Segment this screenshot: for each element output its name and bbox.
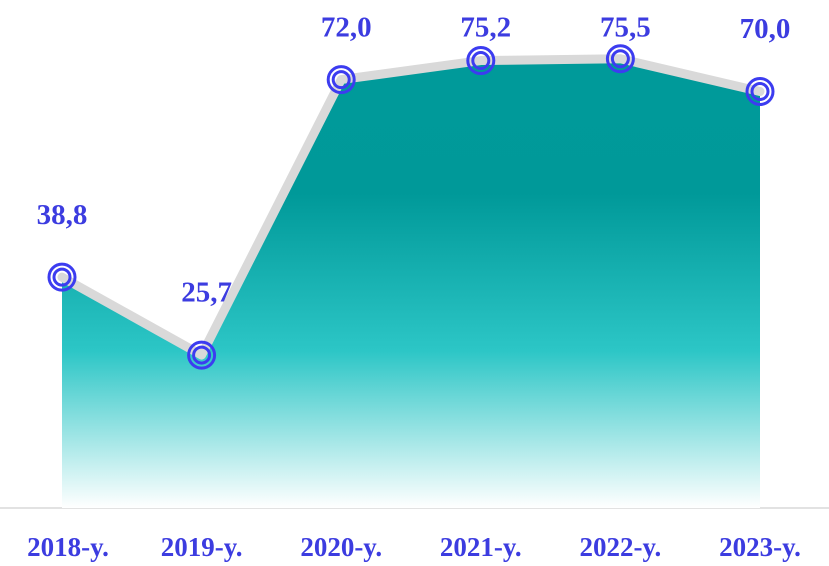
x-tick-label: 2021-y.: [440, 532, 522, 562]
marker-ring: [326, 65, 356, 95]
marker: [187, 340, 217, 370]
data-label: 72,0: [321, 12, 372, 44]
x-tick-label: 2022-y.: [580, 532, 662, 562]
x-tick-label: 2018-y.: [27, 532, 109, 562]
marker-ring: [466, 46, 496, 76]
marker-ring: [52, 267, 72, 287]
data-label: 75,2: [460, 12, 511, 44]
marker-ring: [610, 49, 630, 69]
data-label: 25,7: [181, 277, 232, 309]
line: [57, 54, 765, 360]
marker: [605, 44, 635, 74]
marker-ring: [331, 70, 351, 90]
marker: [466, 46, 496, 76]
x-tick-label: 2019-y.: [161, 532, 243, 562]
marker-ring: [471, 51, 491, 71]
marker-ring: [192, 345, 212, 365]
marker-ring: [605, 44, 635, 74]
data-label: 38,8: [37, 199, 88, 231]
marker: [47, 262, 77, 292]
marker-ring: [745, 77, 775, 106]
data-label: 70,0: [740, 13, 791, 45]
x-tick-label: 2023-y.: [719, 532, 801, 562]
area: [62, 58, 760, 509]
marker-ring: [187, 340, 217, 370]
data-label: 75,5: [600, 12, 651, 44]
marker-ring: [750, 82, 770, 101]
marker: [745, 77, 775, 106]
x-tick-label: 2020-y.: [300, 532, 382, 562]
marker: [326, 65, 356, 95]
marker-ring: [47, 262, 77, 292]
